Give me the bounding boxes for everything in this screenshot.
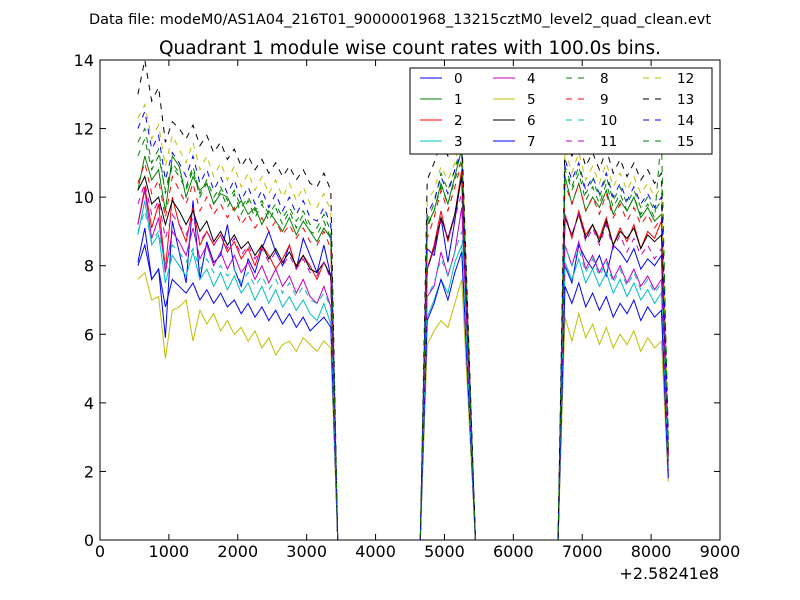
y-tick-label: 0 (84, 531, 94, 550)
y-tick-label: 2 (84, 462, 94, 481)
series-line-4 (137, 190, 669, 540)
series-lines (137, 60, 669, 540)
x-tick-label: 9000 (700, 542, 741, 561)
y-tick-label: 12 (74, 120, 94, 139)
legend-label-14: 14 (677, 113, 694, 129)
series-line-9 (137, 161, 669, 540)
legend-label-15: 15 (677, 134, 694, 150)
x-tick-label: 8000 (631, 542, 672, 561)
legend-label-3: 3 (454, 134, 463, 150)
legend-label-2: 2 (454, 113, 463, 129)
x-tick-label: 6000 (493, 542, 534, 561)
x-tick-label: 3000 (286, 542, 327, 561)
figure-suptitle: Data file: modeM0/AS1A04_216T01_90000019… (89, 12, 711, 28)
legend-label-1: 1 (454, 92, 463, 108)
legend-label-4: 4 (527, 71, 536, 87)
series-line-5 (137, 271, 669, 540)
legend-label-7: 7 (527, 134, 536, 150)
chart-title: Quadrant 1 module wise count rates with … (159, 38, 661, 59)
x-offset-label: +2.58241e8 (619, 564, 719, 583)
x-tick-label: 5000 (424, 542, 465, 561)
series-line-10 (137, 209, 669, 540)
x-tick-label: 4000 (355, 542, 396, 561)
x-tick-label: 2000 (217, 542, 258, 561)
legend-label-11: 11 (600, 134, 617, 150)
legend-label-12: 12 (677, 71, 694, 87)
series-line-1 (137, 148, 669, 540)
legend-box (409, 67, 713, 155)
legend-label-8: 8 (600, 71, 609, 87)
x-tick-label: 1000 (149, 542, 190, 561)
series-line-3 (137, 200, 669, 540)
legend-label-10: 10 (600, 113, 617, 129)
legend-label-9: 9 (600, 92, 609, 108)
series-line-14 (137, 109, 669, 540)
series-line-15 (137, 127, 669, 540)
y-tick-label: 8 (84, 257, 94, 276)
x-tick-label: 0 (95, 542, 105, 561)
axis-ticks: 0 1000 2000 3000 4000 5000 6000 7000 8000 9000 0 2 4… (74, 51, 741, 561)
legend-label-0: 0 (454, 71, 463, 87)
legend-label-5: 5 (527, 92, 536, 108)
series-line-11 (137, 181, 669, 540)
y-tick-label: 10 (74, 188, 94, 207)
x-tick-label: 7000 (562, 542, 603, 561)
plot-area: 0 1000 2000 3000 4000 5000 6000 7000 8000 9000 0 2 4… (74, 51, 741, 561)
legend-label-13: 13 (677, 92, 694, 108)
y-tick-label: 6 (84, 325, 94, 344)
series-line-7 (137, 227, 669, 540)
y-tick-label: 4 (84, 394, 94, 413)
legend-label-6: 6 (527, 113, 536, 129)
y-tick-label: 14 (74, 51, 94, 70)
plot-frame (99, 59, 721, 541)
series-line-12 (137, 103, 669, 540)
series-line-8 (137, 137, 669, 540)
